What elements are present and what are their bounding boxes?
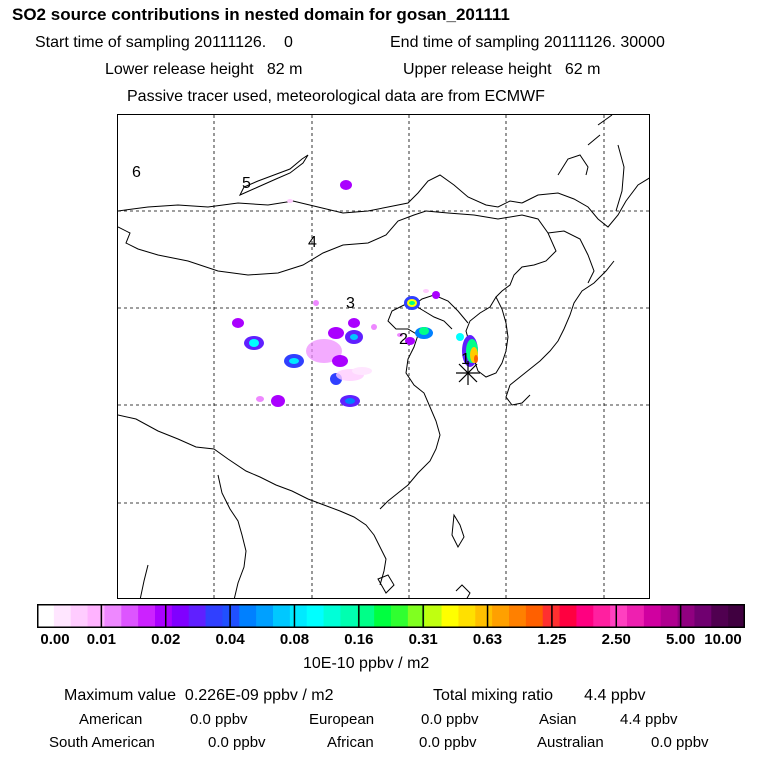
- page-title: SO2 source contributions in nested domai…: [12, 5, 510, 24]
- colorbar-swatch: [37, 604, 55, 628]
- colorbar-swatch: [273, 604, 291, 628]
- asian-value: 4.4 ppbv: [620, 711, 678, 728]
- colorbar-swatch: [340, 604, 358, 628]
- region-label-3: 3: [346, 295, 355, 312]
- south-american-label: South American: [49, 734, 155, 751]
- colorbar-swatch: [171, 604, 190, 628]
- colorbar-tick-label: 0.63: [472, 631, 503, 648]
- colorbar-tick-label: 0.01: [86, 631, 116, 648]
- american-label: American: [79, 711, 143, 728]
- region-label-1: 1: [461, 351, 470, 368]
- colorbar-tick-label: 2.50: [601, 631, 631, 648]
- colorbar-swatch: [728, 604, 746, 628]
- colorbar-tick-label: 0.16: [344, 631, 374, 648]
- colorbar-swatch: [559, 604, 577, 628]
- grid-lines: [118, 115, 649, 598]
- colorbar-swatch: [256, 604, 274, 628]
- colorbar-swatch: [424, 604, 443, 628]
- australian-label: Australian: [537, 734, 604, 751]
- european-label: European: [309, 711, 375, 728]
- lower-release-label: Lower release height 82 m: [105, 61, 303, 78]
- african-label: African: [327, 734, 374, 751]
- colorbar-swatch: [374, 604, 392, 628]
- colorbar-swatch: [53, 604, 72, 628]
- colorbar-swatch: [441, 604, 459, 628]
- asian-label: Asian: [539, 711, 577, 728]
- african-value: 0.0 ppbv: [419, 734, 477, 751]
- american-value: 0.0 ppbv: [190, 711, 248, 728]
- colorbar-tick-label: 10.00: [704, 631, 742, 648]
- colorbar-swatch: [104, 604, 122, 628]
- australian-value: 0.0 ppbv: [651, 734, 709, 751]
- colorbar-swatch: [205, 604, 223, 628]
- colorbar-swatch: [509, 604, 527, 628]
- region-label-4: 4: [308, 234, 317, 251]
- colorbar-swatch: [593, 604, 611, 628]
- tracer-note: Passive tracer used, meteorological data…: [127, 88, 545, 105]
- colorbar-swatch: [694, 604, 712, 628]
- colorbar-swatch: [677, 604, 695, 628]
- colorbar-swatch: [643, 604, 662, 628]
- colorbar-swatch: [87, 604, 105, 628]
- colorbar-swatch: [407, 604, 426, 628]
- colorbar-tick-label: 0.31: [408, 631, 438, 648]
- colorbar-swatch: [138, 604, 156, 628]
- colorbar-unit: 10E-10 ppbv / m2: [303, 655, 430, 672]
- colorbar-tick-label: 0.04: [215, 631, 245, 648]
- colorbar-tick-label: 5.00: [666, 631, 696, 648]
- start-time-label: Start time of sampling 20111126. 0: [35, 34, 293, 51]
- colorbar-border: [37, 604, 745, 628]
- so2-contribution-field: [232, 180, 478, 407]
- region-label-2: 2: [399, 331, 408, 348]
- colorbar-swatch: [711, 604, 729, 628]
- colorbar-swatch: [357, 604, 375, 628]
- colorbar: [36, 604, 746, 628]
- colorbar-tick-label: 0.08: [279, 631, 310, 648]
- colorbar-swatch: [239, 604, 257, 628]
- colorbar-swatch: [155, 604, 173, 628]
- colorbar-tick-label: 1.25: [537, 631, 567, 648]
- south-american-value: 0.0 ppbv: [208, 734, 266, 751]
- colorbar-swatch: [458, 604, 476, 628]
- region-label-6: 6: [132, 164, 141, 181]
- colorbar-swatch: [627, 604, 645, 628]
- colorbar-svg: [36, 604, 746, 628]
- colorbar-swatch: [70, 604, 89, 628]
- region-label-5: 5: [242, 175, 251, 192]
- colorbar-swatch: [222, 604, 240, 628]
- colorbar-swatch: [289, 604, 308, 628]
- total-mixing-label: Total mixing ratio 4.4 ppbv: [433, 687, 646, 704]
- map-panel: 6 5 4 3 2 1: [117, 114, 650, 599]
- colorbar-swatch: [306, 604, 325, 628]
- colorbar-swatch: [610, 604, 628, 628]
- colorbar-swatch: [492, 604, 510, 628]
- colorbar-tick-label: 0.00: [40, 631, 70, 648]
- colorbar-swatch: [525, 604, 544, 628]
- colorbar-swatch: [323, 604, 341, 628]
- colorbar-tick-label: 0.02: [151, 631, 181, 648]
- colorbar-swatch: [576, 604, 594, 628]
- coastlines: [118, 115, 649, 598]
- colorbar-swatch: [660, 604, 679, 628]
- upper-release-label: Upper release height 62 m: [403, 61, 601, 78]
- colorbar-swatch: [188, 604, 207, 628]
- max-value-label: Maximum value 0.226E-09 ppbv / m2: [64, 687, 334, 704]
- colorbar-swatch: [121, 604, 139, 628]
- colorbar-swatch: [391, 604, 409, 628]
- star-marker-icon: [456, 361, 480, 385]
- map-svg: 6 5 4 3 2 1: [118, 115, 649, 598]
- colorbar-swatch: [475, 604, 493, 628]
- end-time-label: End time of sampling 20111126. 30000: [390, 34, 665, 51]
- european-value: 0.0 ppbv: [421, 711, 479, 728]
